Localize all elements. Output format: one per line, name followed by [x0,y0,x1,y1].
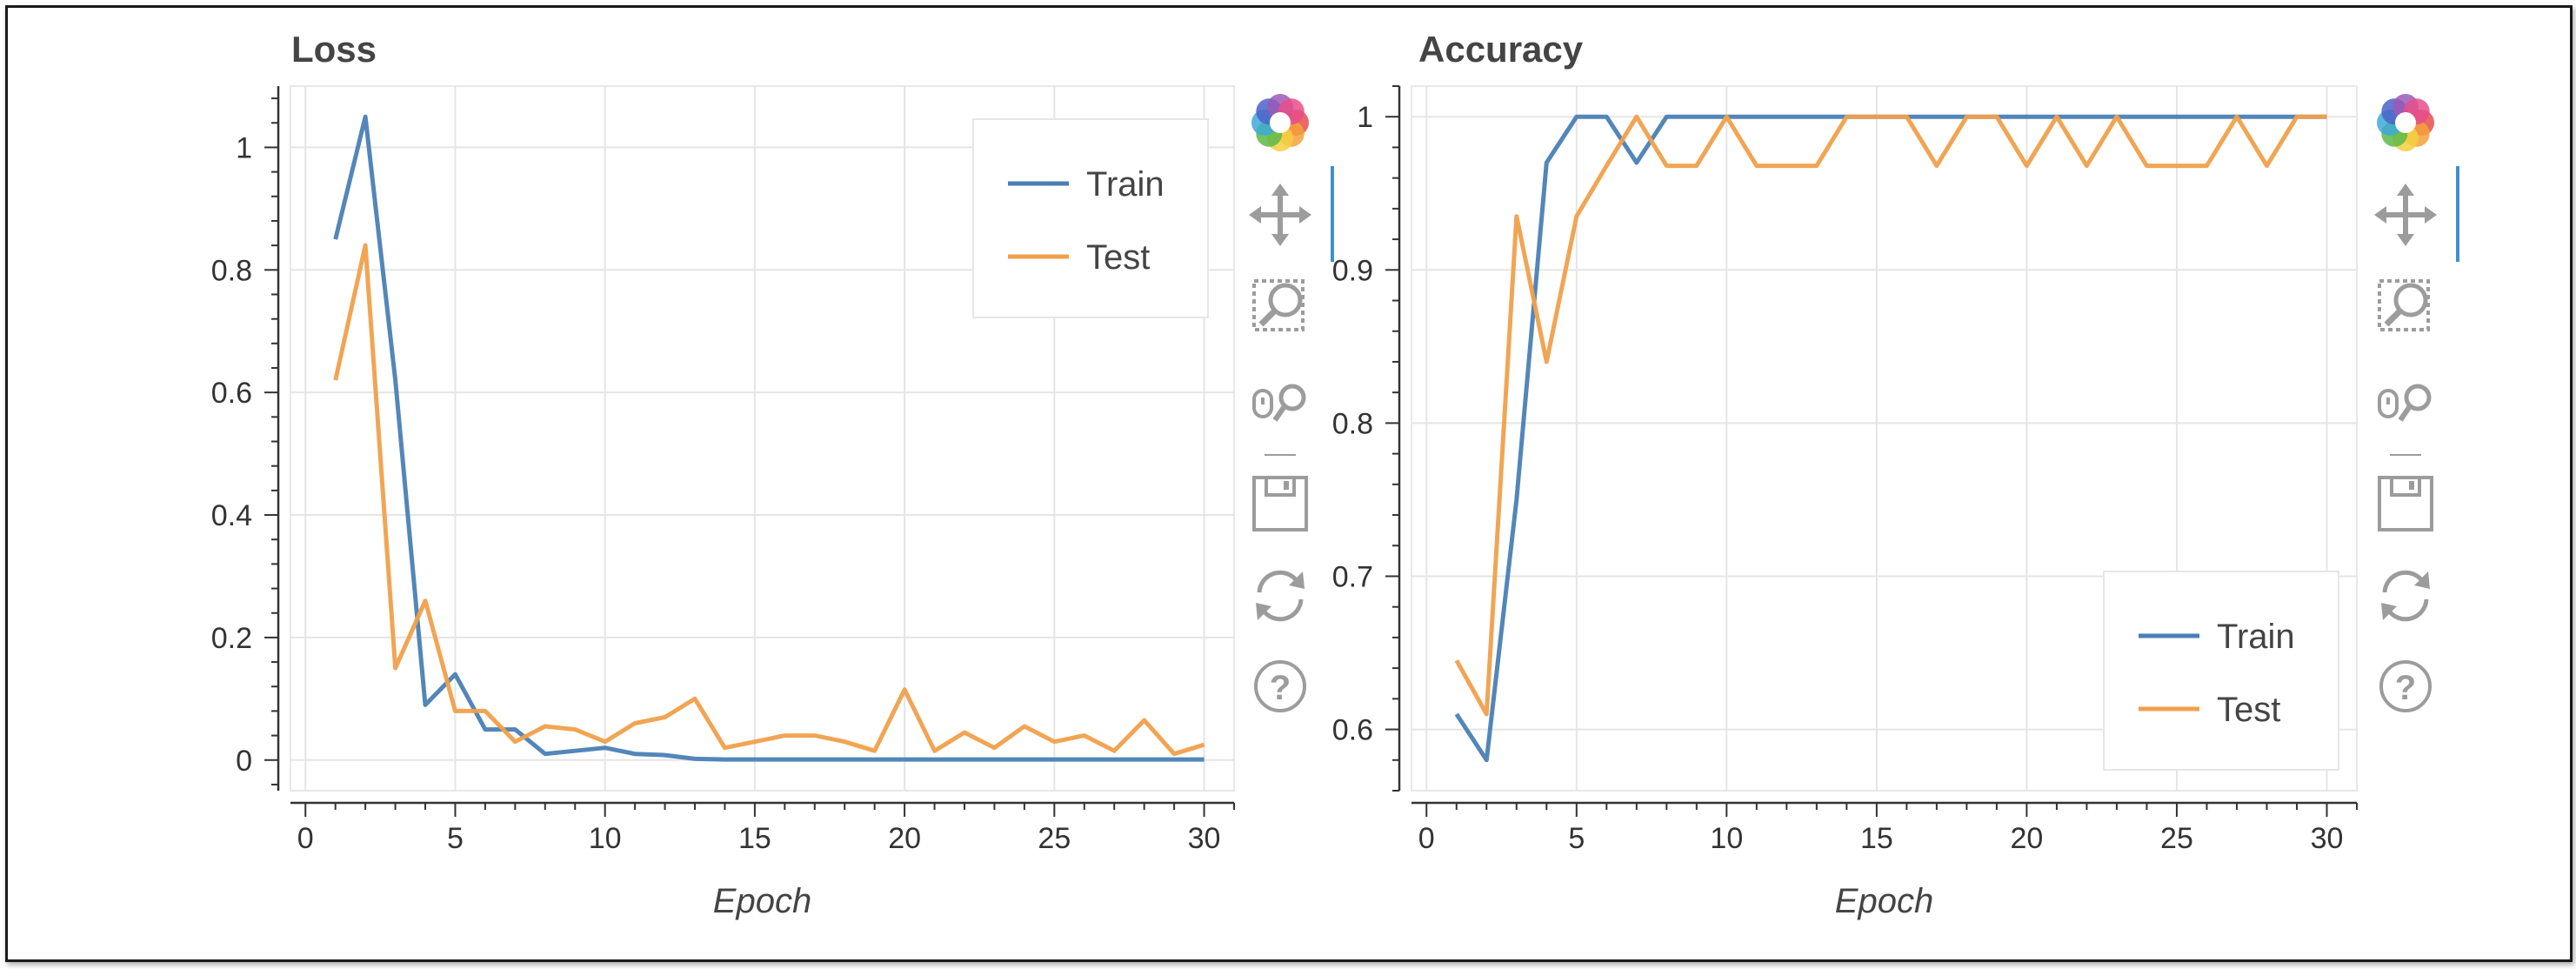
x-tick-label: 20 [888,822,921,855]
toolbar: ? [2374,94,2459,712]
help-icon[interactable]: ? [2379,660,2432,712]
x-tick-label: 15 [738,822,771,855]
reset-icon[interactable] [1256,570,1305,622]
x-axis-label: Epoch [1835,882,1933,920]
x-tick-label: 5 [447,822,464,855]
series-line-test [1454,114,2327,717]
y-tick-label: 1 [236,131,252,164]
legend-label-train: Train [2217,618,2295,656]
legend-label-test: Test [2217,691,2280,729]
reset-icon[interactable] [2381,570,2430,622]
y-tick-label: 0.6 [1332,714,1373,747]
chart-title: Loss [291,29,377,70]
x-axis-label: Epoch [713,882,811,920]
x-tick-label: 0 [297,822,314,855]
box-zoom-icon[interactable] [1252,279,1305,331]
x-tick-label: 30 [1188,822,1221,855]
y-tick-label: 0.2 [211,622,252,655]
x-tick-label: 20 [2010,822,2043,855]
y-tick-label: 0.8 [1332,407,1373,440]
svg-text:?: ? [2395,669,2416,707]
chart-title: Accuracy [1418,29,1584,70]
legend-box [972,118,1209,318]
y-tick-label: 0.4 [211,499,252,532]
y-tick-label: 0.9 [1332,254,1373,287]
box-zoom-icon[interactable] [2378,279,2430,331]
save-icon[interactable] [2378,476,2433,531]
wheel-zoom-icon[interactable] [2378,384,2432,422]
legend-box [2103,571,2339,771]
figure-frame: Loss 0 5 10 15 20 25 30 0 0.2 0.4 0.6 0.8 1 Epoch Train… [5,5,2573,962]
y-tick-label: 0.8 [211,254,252,287]
chart-accuracy: Accuracy 0 5 10 15 20 25 30 0.6 0.7 0.8 0.9 1 Epoch Tr… [1332,29,2459,920]
x-tick-label: 30 [2311,822,2344,855]
svg-text:?: ? [1270,669,1291,707]
toolbar: ? [1249,94,1334,712]
wheel-zoom-icon[interactable] [1252,384,1306,422]
legend[interactable]: Train Test [972,118,1209,318]
y-tick-label: 0 [236,745,252,778]
help-icon[interactable]: ? [1254,660,1306,712]
series-line-test [333,243,1205,757]
legend[interactable]: Train Test [2103,571,2339,771]
y-tick-label: 1 [1357,101,1373,134]
bokeh-logo-icon[interactable] [2377,94,2434,151]
bokeh-logo-icon[interactable] [1251,94,1309,151]
save-icon[interactable] [1252,476,1308,531]
x-tick-label: 5 [1568,822,1585,855]
x-tick-label: 15 [1860,822,1893,855]
series-line-train [333,114,1205,762]
pan-icon[interactable] [2374,184,2437,246]
legend-label-test: Test [1086,238,1150,277]
chart-loss: Loss 0 5 10 15 20 25 30 0 0.2 0.4 0.6 0.8 1 Epoch Train… [211,29,1334,920]
y-tick-label: 0.6 [211,377,252,410]
x-tick-label: 25 [1038,822,1071,855]
pan-icon[interactable] [1249,184,1311,246]
x-tick-label: 10 [589,822,622,855]
y-tick-label: 0.7 [1332,560,1373,593]
x-tick-label: 10 [1710,822,1743,855]
x-tick-label: 25 [2160,822,2193,855]
legend-label-train: Train [1086,165,1165,204]
x-tick-label: 0 [1418,822,1435,855]
